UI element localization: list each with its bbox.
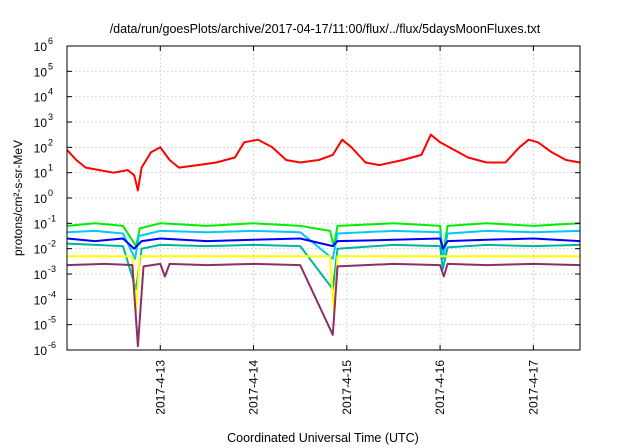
y-tick-label: 10 (34, 217, 48, 231)
y-tick-exponent: 6 (48, 36, 53, 46)
y-tick-label: 10 (34, 192, 48, 206)
x-tick-label: 2017-4-13 (153, 360, 167, 415)
x-tick-label: 2017-4-15 (340, 360, 354, 415)
y-axis-label: protons/cm²-s-sr-MeV (11, 140, 25, 256)
y-tick-exponent: -4 (48, 289, 56, 299)
y-tick-exponent: -5 (48, 315, 56, 325)
y-tick-label: 10 (34, 40, 48, 54)
y-axis: 10 -610 -510 -410 -310 -210 -110 010 110 210 310 41… (34, 36, 580, 358)
y-tick-label: 10 (34, 141, 48, 155)
series-line-7 (66, 262, 581, 348)
y-tick-exponent: -2 (48, 239, 56, 249)
x-axis-label: Coordinated Universal Time (UTC) (227, 431, 419, 445)
series-line-1 (66, 133, 581, 192)
y-tick-label: 10 (34, 293, 48, 307)
grid (67, 46, 580, 350)
y-tick-exponent: -1 (48, 213, 56, 223)
y-tick-label: 10 (34, 167, 48, 181)
y-tick-label: 10 (34, 116, 48, 130)
x-tick-label: 2017-4-14 (247, 360, 261, 415)
y-tick-exponent: -3 (48, 264, 56, 274)
x-axis: 2017-4-13 2017-4-14 2017-4-15 2017-4-16 2017… (153, 46, 540, 415)
y-tick-exponent: 1 (48, 163, 53, 173)
y-tick-exponent: 0 (48, 188, 53, 198)
y-tick-label: 10 (34, 91, 48, 105)
y-tick-exponent: 4 (48, 87, 53, 97)
y-tick-label: 10 (34, 268, 48, 282)
y-tick-label: 10 (34, 319, 48, 333)
x-tick-label: 2017-4-16 (433, 360, 447, 415)
series-line-4 (66, 237, 581, 250)
y-tick-label: 10 (34, 243, 48, 257)
y-tick-exponent: 3 (48, 112, 53, 122)
x-tick-label: 2017-4-17 (526, 360, 540, 415)
y-tick-exponent: -6 (48, 340, 56, 350)
y-tick-label: 10 (34, 344, 48, 358)
y-tick-exponent: 2 (48, 137, 53, 147)
chart-title: /data/run/goesPlots/archive/2017-04-17/1… (110, 22, 541, 36)
y-tick-exponent: 5 (48, 61, 53, 71)
series-lines (66, 133, 581, 348)
series-line-3 (66, 229, 581, 260)
y-tick-label: 10 (34, 65, 48, 79)
